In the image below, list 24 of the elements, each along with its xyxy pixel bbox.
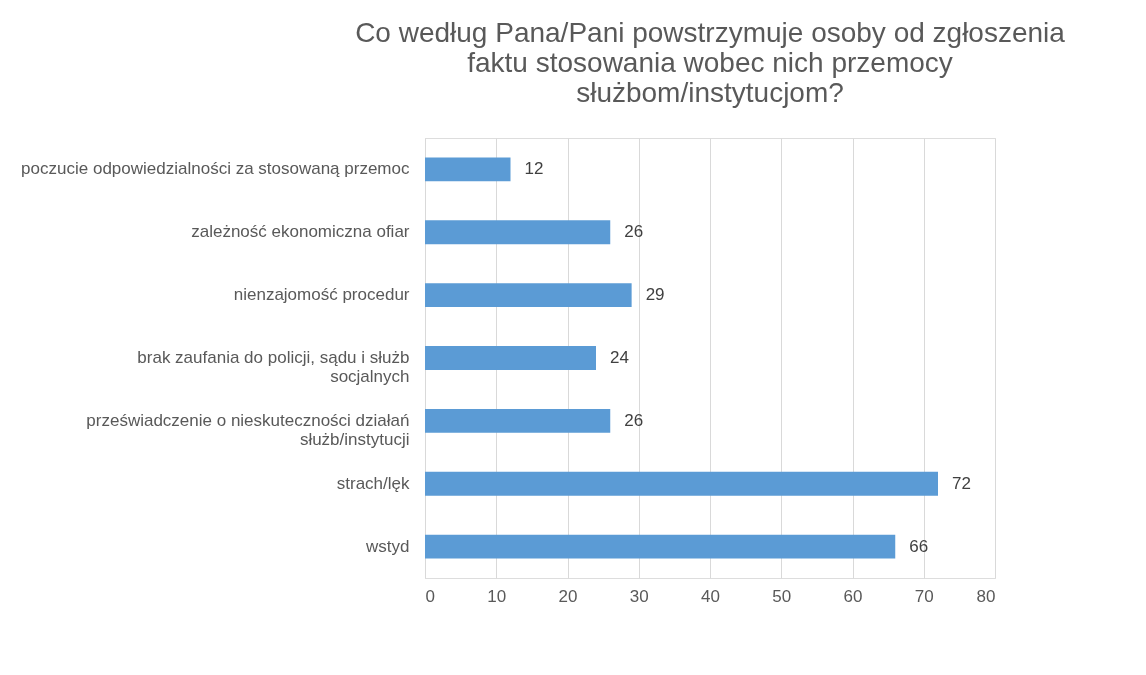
x-tick-label: 40 (701, 586, 720, 606)
x-tick-label: 20 (558, 586, 578, 606)
data-label: 24 (610, 348, 629, 367)
data-label: 12 (524, 159, 544, 179)
data-label: 26 (624, 222, 644, 242)
y-tick-label: strach/lęk (336, 473, 410, 493)
x-tick-label: 70 (914, 586, 934, 606)
y-tick-label: brak zaufania do policji, sądu i służb socjalnych (137, 348, 410, 386)
y-tick-label: przeświadczenie o nieskuteczności działań służb/instytucji (86, 410, 410, 449)
y-tick-label: wstyd (365, 536, 410, 556)
x-tick-label: 30 (629, 586, 649, 606)
data-label: 26 (624, 410, 644, 430)
y-tick-label: nienzajomość procedur (233, 285, 410, 305)
x-tick-label: 10 (487, 586, 507, 606)
y-tick-label: zależność ekonomiczna ofiar (191, 222, 410, 242)
chart-title: Co według Pana/Pani powstrzymuje osoby od zgłoszenia faktu stosowania wobec nich przemocy służbom/instytucjom? (355, 17, 1066, 108)
data-label: 72 (952, 473, 971, 493)
y-tick-label: poczucie odpowiedzialności za stosowaną przemoc (21, 159, 410, 179)
x-tick-label: 80 (976, 586, 996, 606)
x-tick-label: 0 (425, 586, 435, 606)
data-label: 66 (909, 536, 929, 556)
x-tick-label: 60 (843, 586, 863, 606)
data-label: 29 (645, 285, 665, 305)
x-tick-label: 50 (772, 586, 792, 606)
